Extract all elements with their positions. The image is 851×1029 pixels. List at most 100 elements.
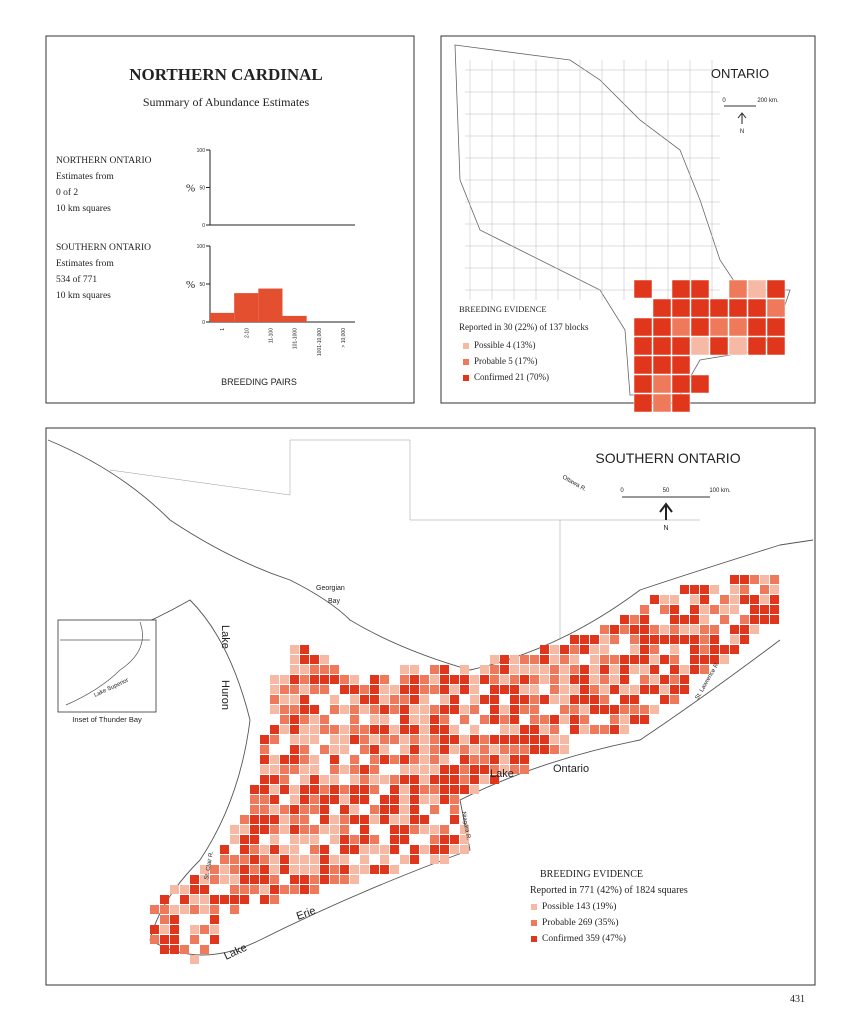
square [200,895,209,904]
square [410,695,419,704]
x-tick-label: 1001-10,000 [317,328,323,356]
square [370,695,379,704]
place-label: Erie [295,905,317,923]
square [320,785,329,794]
square [430,705,439,714]
square [460,845,469,854]
block [766,279,786,299]
square [520,665,529,674]
square [760,615,769,624]
square [290,675,299,684]
square [470,745,479,754]
square [200,945,209,954]
place-label: Georgian [316,585,345,592]
square [650,595,659,604]
square [550,685,559,694]
square [470,695,479,704]
square [460,825,469,834]
square [270,775,279,784]
square [640,705,649,714]
square [560,705,569,714]
square [180,885,189,894]
square [220,845,229,854]
x-tick-label: > 10,000 [341,328,347,348]
square [460,675,469,684]
square [580,675,589,684]
boundary [109,439,700,640]
square [360,835,369,844]
square [650,645,659,654]
square [390,785,399,794]
square [230,905,239,914]
square [280,695,289,704]
square [600,645,609,654]
y-tick-label: 100 [197,244,206,250]
square [340,815,349,824]
y-tick-label: 100 [197,148,206,154]
square [370,735,379,744]
square [610,655,619,664]
square [360,735,369,744]
square [730,635,739,644]
square [610,705,619,714]
square [720,615,729,624]
square [510,745,519,754]
square [670,625,679,634]
square [530,715,539,724]
square [610,635,619,644]
square [670,695,679,704]
square [640,645,649,654]
square [640,615,649,624]
square [250,785,259,794]
block [652,298,672,318]
square [350,765,359,774]
square [350,845,359,854]
legend-item: Confirmed 359 (47%) [542,933,626,944]
legend-swatch [531,920,537,926]
square [410,845,419,854]
block [671,279,691,299]
square [400,675,409,684]
square [700,595,709,604]
square [290,875,299,884]
place-label: Lake [222,942,249,963]
square [580,705,589,714]
ontario-grid [465,60,786,413]
square [580,645,589,654]
square [590,695,599,704]
square [390,755,399,764]
square [230,855,239,864]
square [200,925,209,934]
square [260,865,269,874]
region-label: 10 km squares [56,291,111,301]
square [300,685,309,694]
square [400,835,409,844]
square [260,815,269,824]
square [410,665,419,674]
square [770,595,779,604]
square [450,785,459,794]
square [340,795,349,804]
square [290,685,299,694]
square [440,665,449,674]
square [330,765,339,774]
square [700,645,709,654]
square [290,865,299,874]
square [320,815,329,824]
square [460,785,469,794]
block [633,317,653,337]
square [390,795,399,804]
square [290,835,299,844]
square [400,855,409,864]
square [620,715,629,724]
x-tick-label: 2-10 [244,328,250,338]
square [760,585,769,594]
square [600,725,609,734]
square [270,695,279,704]
square [220,855,229,864]
square [680,585,689,594]
square [290,855,299,864]
square [560,645,569,654]
square [490,655,499,664]
square [380,865,389,874]
